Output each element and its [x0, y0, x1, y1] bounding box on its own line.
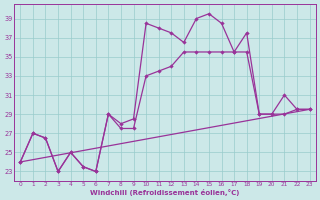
X-axis label: Windchill (Refroidissement éolien,°C): Windchill (Refroidissement éolien,°C) — [90, 189, 240, 196]
